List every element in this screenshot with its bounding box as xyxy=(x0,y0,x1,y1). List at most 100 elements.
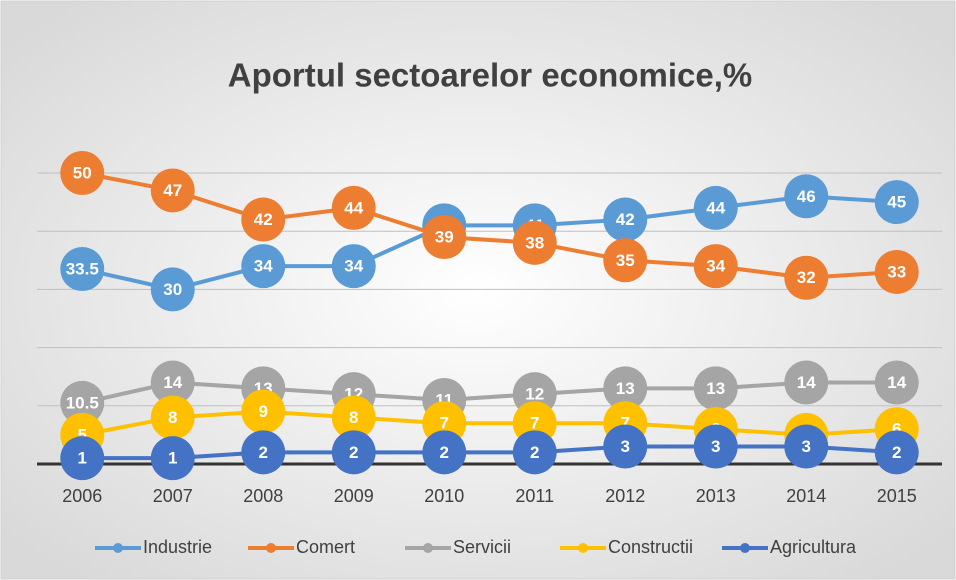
data-label: 2 xyxy=(349,443,358,462)
point xyxy=(784,360,829,405)
point xyxy=(603,424,648,469)
data-label: 3 xyxy=(802,437,811,456)
legend-label: Industrie xyxy=(143,537,212,557)
x-tick-label: 2007 xyxy=(153,486,193,506)
point xyxy=(603,238,648,283)
data-label: 35 xyxy=(616,251,635,270)
x-tick-label: 2011 xyxy=(515,486,554,506)
x-tick-label: 2008 xyxy=(243,486,283,506)
x-tick-label: 2012 xyxy=(605,486,645,506)
point xyxy=(603,366,648,411)
point xyxy=(784,174,829,219)
data-label: 3 xyxy=(711,437,720,456)
point xyxy=(512,220,557,265)
legend-label: Comert xyxy=(296,537,355,557)
x-tick-label: 2010 xyxy=(424,486,464,506)
data-label: 50 xyxy=(73,163,92,182)
data-label: 1 xyxy=(78,449,87,468)
point xyxy=(693,185,738,230)
point xyxy=(60,151,105,195)
data-label: 47 xyxy=(163,181,182,200)
data-label: 2 xyxy=(259,443,268,462)
legend-marker xyxy=(266,543,276,553)
point xyxy=(603,197,648,242)
data-label: 14 xyxy=(887,373,906,392)
data-label: 1 xyxy=(168,449,177,468)
series-line xyxy=(81,380,897,405)
data-label: 42 xyxy=(616,210,635,229)
point xyxy=(60,247,105,292)
series-line xyxy=(82,444,897,461)
data-label: 7 xyxy=(530,414,539,433)
x-tick-label: 2013 xyxy=(696,486,736,506)
data-label: 14 xyxy=(797,373,816,392)
data-label: 42 xyxy=(254,210,273,229)
series-line xyxy=(81,194,897,292)
data-label: 10.5 xyxy=(66,393,99,412)
data-label: 34 xyxy=(706,257,725,276)
legend-label: Agricultura xyxy=(770,537,857,557)
data-label: 44 xyxy=(344,198,363,217)
data-label: 34 xyxy=(254,257,273,276)
chart-title: Aportul sectoarelor economice,% xyxy=(228,57,752,94)
point xyxy=(512,430,557,475)
data-label: 9 xyxy=(259,402,268,421)
data-label: 39 xyxy=(435,228,454,247)
point xyxy=(874,180,919,225)
data-label: 45 xyxy=(887,193,906,212)
point xyxy=(241,244,286,289)
data-label: 13 xyxy=(706,379,725,398)
data-label: 7 xyxy=(440,414,449,433)
point xyxy=(874,360,919,405)
data-label: 3 xyxy=(621,437,630,456)
point xyxy=(331,395,376,440)
data-label: 6 xyxy=(892,420,901,439)
point xyxy=(241,389,286,434)
data-label: 14 xyxy=(163,373,182,392)
x-tick-label: 2006 xyxy=(62,486,102,506)
data-label: 33 xyxy=(887,262,906,281)
data-label: 38 xyxy=(525,233,544,252)
point xyxy=(150,267,195,312)
legend-marker xyxy=(423,543,433,553)
point xyxy=(150,395,195,440)
data-label: 2 xyxy=(530,443,539,462)
point xyxy=(784,424,829,469)
point xyxy=(874,430,919,475)
point xyxy=(150,436,195,481)
legend-marker xyxy=(740,543,750,553)
x-tick-label: 2015 xyxy=(877,486,917,506)
data-label: 5 xyxy=(78,425,87,444)
legend-label: Servicii xyxy=(453,537,511,557)
data-label: 8 xyxy=(349,408,358,427)
point xyxy=(331,430,376,475)
point xyxy=(241,197,286,242)
point xyxy=(241,430,286,475)
point xyxy=(784,255,829,300)
point xyxy=(422,215,467,260)
data-label: 13 xyxy=(616,379,635,398)
point xyxy=(874,249,919,294)
series-line xyxy=(81,171,897,280)
point xyxy=(693,366,738,411)
legend-label: Constructii xyxy=(608,537,693,557)
point xyxy=(150,168,195,213)
point xyxy=(331,244,376,289)
legend-marker xyxy=(578,543,588,553)
point xyxy=(150,360,195,405)
data-label: 44 xyxy=(706,198,725,217)
point xyxy=(60,436,105,481)
data-label: 46 xyxy=(797,187,816,206)
data-label: 33.5 xyxy=(66,260,99,279)
series-line xyxy=(81,409,897,437)
data-label: 12 xyxy=(525,385,544,404)
legend-marker xyxy=(113,543,123,553)
x-tick-label: 2009 xyxy=(334,486,374,506)
point xyxy=(693,424,738,469)
data-label: 32 xyxy=(797,268,816,287)
data-label: 30 xyxy=(163,280,182,299)
point xyxy=(331,185,376,230)
data-label: 2 xyxy=(440,443,449,462)
point xyxy=(60,380,105,425)
